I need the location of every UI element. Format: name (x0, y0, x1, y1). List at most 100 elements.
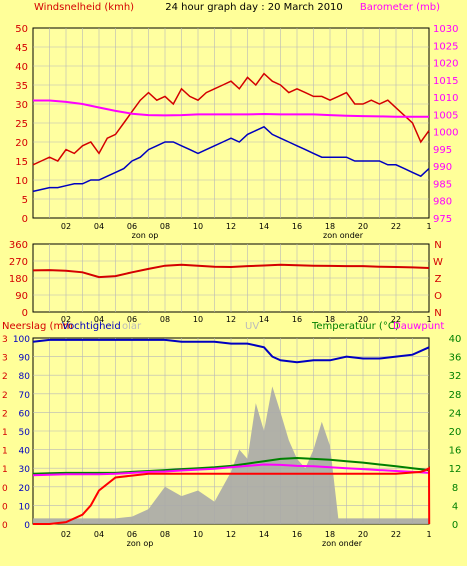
hour-label: 08 (160, 222, 170, 231)
hour-label: 16 (292, 315, 302, 324)
hour-label: 22 (391, 222, 401, 231)
humidity-tick: 10 (19, 502, 31, 512)
hour-label: 08 (160, 315, 170, 324)
gust-line (32, 72, 430, 166)
rain-tick: 3 (2, 335, 8, 345)
rain-tick: 2 (2, 391, 8, 401)
panel-2-series (32, 263, 430, 279)
wind-tick: 5 (22, 195, 28, 206)
temperature-tick: 8 (452, 483, 458, 494)
temperature-tick-labels: 0 4 8 12 16 20 24 28 32 36 40 (449, 334, 462, 531)
baro-tick: 1000 (433, 128, 458, 139)
humidity-line (32, 338, 430, 364)
direction-tick: 90 (15, 291, 28, 302)
hour-label: 22 (391, 530, 401, 539)
hour-label: 18 (325, 222, 335, 231)
baro-tick: 990 (433, 162, 452, 173)
wind-axis-label: Windsnelheid (kmh) (34, 2, 134, 13)
wind-tick: 45 (15, 43, 28, 54)
panel-1-series (32, 72, 430, 193)
uv-axis-label: UV (245, 321, 259, 332)
temperature-tick: 0 (452, 520, 458, 531)
temperature-tick: 32 (449, 371, 462, 382)
hour-label: 16 (292, 222, 302, 231)
compass-label: Z (435, 274, 442, 285)
hour-label: 1 (426, 315, 431, 324)
solar-area (33, 386, 429, 524)
humidity-tick: 80 (19, 372, 31, 382)
wind-tick-labels: 0 5 10 15 20 25 30 35 40 45 50 (15, 24, 28, 225)
hour-label: 16 (292, 530, 302, 539)
hour-label: 12 (226, 222, 236, 231)
direction-tick: 0 (22, 308, 28, 319)
hour-label: 06 (127, 530, 137, 539)
rain-tick: 0 (2, 521, 8, 531)
humidity-tick: 90 (19, 354, 31, 364)
panel-1-hour-labels: 02 04 06 08 10 12 14 16 18 20 22 1 (61, 222, 432, 231)
hour-label: 12 (226, 315, 236, 324)
temperature-axis-label: Temperatuur (°C) (311, 321, 399, 332)
humidity-tick: 40 (19, 447, 31, 457)
temperature-tick: 4 (452, 501, 458, 512)
hour-label: 14 (259, 315, 269, 324)
sunrise-label-2: zon op (127, 539, 154, 548)
baro-tick: 1025 (433, 41, 458, 52)
panel-2-grid (33, 244, 429, 312)
temperature-tick: 16 (449, 446, 462, 457)
hour-label: 20 (358, 530, 368, 539)
hour-label: 02 (61, 530, 71, 539)
hour-label: 14 (259, 530, 269, 539)
humidity-tick: 30 (19, 465, 31, 475)
hour-label: 06 (127, 315, 137, 324)
baro-tick: 1010 (433, 93, 458, 104)
panel-1-grid (33, 28, 429, 218)
rain-tick: 1 (2, 428, 8, 438)
rain-tick: 1 (2, 447, 8, 457)
rain-tick: 2 (2, 409, 8, 419)
barometer-tick-labels: 975 980 985 990 995 1000 1005 1010 1015 1020 1025 1… (433, 24, 458, 225)
temperature-tick: 36 (449, 353, 462, 364)
humidity-tick: 50 (19, 428, 31, 438)
temperature-tick: 20 (449, 427, 462, 438)
hour-label: 18 (325, 530, 335, 539)
wind-tick: 50 (15, 24, 28, 35)
hour-label: 1 (426, 530, 431, 539)
hour-label: 10 (193, 315, 203, 324)
baro-tick: 1015 (433, 76, 458, 87)
hour-label: 06 (127, 222, 137, 231)
wind-tick: 35 (15, 81, 28, 92)
hour-label: 22 (391, 315, 401, 324)
dir-line (32, 263, 430, 279)
hour-label: 12 (226, 530, 236, 539)
humidity-tick: 100 (13, 335, 30, 345)
temperature-line (32, 456, 430, 475)
baro-line (33, 99, 429, 118)
hour-label: 14 (259, 222, 269, 231)
hour-label: 02 (61, 222, 71, 231)
compass-label: N (434, 240, 441, 251)
direction-tick-labels: 0 90 180 270 360 (9, 240, 28, 319)
chart-title: 24 hour graph day : 20 March 2010 (165, 2, 343, 13)
temperature-tick: 28 (449, 390, 462, 401)
baro-tick: 985 (433, 179, 452, 190)
hour-label: 04 (94, 530, 104, 539)
baro-tick: 1020 (433, 59, 458, 70)
rain-tick: 0 (2, 484, 8, 494)
solar-axis-label: olar (122, 321, 142, 332)
rain-line (33, 466, 431, 525)
direction-tick: 180 (9, 274, 28, 285)
baro-tick: 980 (433, 197, 452, 208)
hour-label: 10 (193, 222, 203, 231)
hour-label: 10 (193, 530, 203, 539)
dewpoint-axis-label: Dauwpunt (393, 321, 444, 332)
wind-tick: 10 (15, 176, 28, 187)
humidity-tick: 0 (24, 521, 30, 531)
wind-tick: 40 (15, 62, 28, 73)
direction-tick: 360 (9, 240, 28, 251)
hour-label: 04 (94, 315, 104, 324)
rain-tick: 0 (2, 502, 8, 512)
